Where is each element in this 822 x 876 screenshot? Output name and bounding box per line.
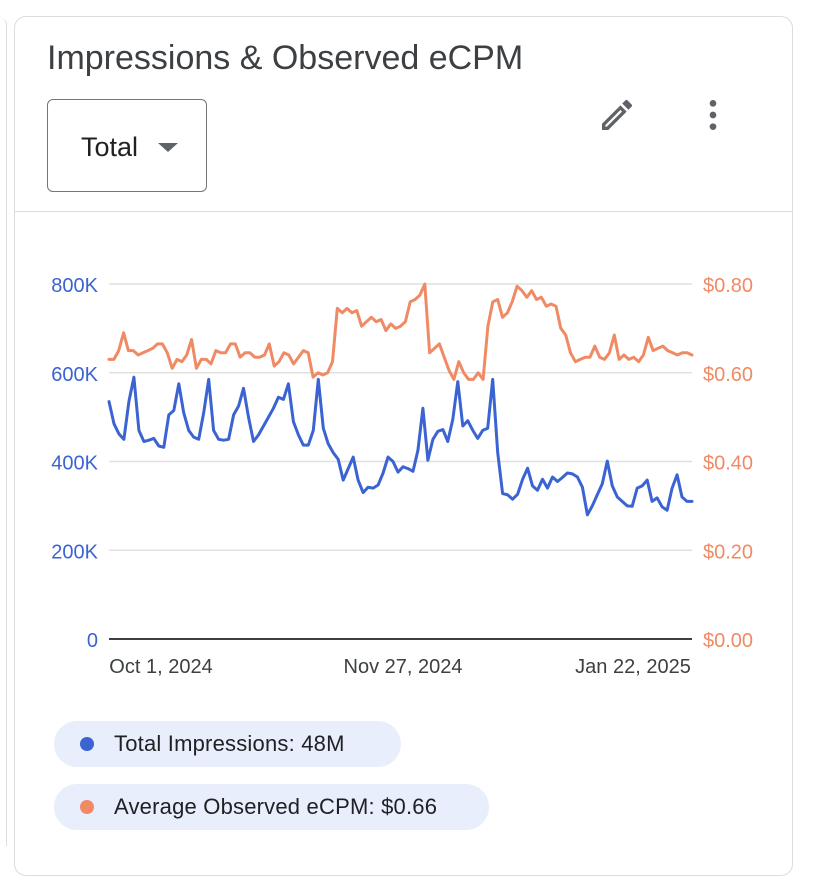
legend-label-impressions: Total Impressions: 48M [114, 731, 345, 756]
y-right-tick-label: $0.60 [703, 364, 753, 386]
y-right-tick-label: $0.40 [703, 453, 753, 475]
series-line-ecpm [107, 282, 694, 381]
series-line-impressions [107, 375, 694, 517]
caret-down-icon [158, 143, 178, 152]
y-right-tick-label: $0.00 [703, 630, 753, 652]
more-options-button[interactable] [689, 91, 737, 139]
card-title: Impressions & Observed eCPM [47, 39, 524, 77]
legend-chip-ecpm[interactable]: Average Observed eCPM: $0.66 [54, 784, 489, 830]
edit-button[interactable] [593, 91, 641, 139]
more-vert-icon [709, 100, 717, 130]
legend-chip-impressions[interactable]: Total Impressions: 48M [54, 721, 401, 767]
total-dropdown[interactable]: Total [47, 99, 207, 192]
x-tick-label: Jan 22, 2025 [575, 656, 691, 678]
y-left-tick-label: 800K [51, 275, 98, 297]
y-right-tick-label: $0.80 [703, 275, 753, 297]
adjacent-card-edge [0, 18, 7, 846]
legend-dot-ecpm [80, 800, 94, 814]
y-left-tick-label: 0 [87, 630, 98, 652]
y-left-tick-label: 600K [51, 364, 98, 386]
y-left-tick-label: 400K [51, 453, 98, 475]
dropdown-value: Total [81, 132, 139, 162]
x-tick-label: Oct 1, 2024 [109, 656, 212, 678]
x-tick-label: Nov 27, 2024 [344, 656, 463, 678]
y-right-tick-label: $0.20 [703, 541, 753, 563]
line-chart: 0 200K 400K 600K 800K $0.00 $0.20 $0.40 $0.60 $0.… [51, 275, 753, 678]
header-divider [15, 211, 792, 212]
legend-dot-impressions [80, 737, 94, 751]
y-left-tick-label: 200K [51, 541, 98, 563]
pencil-icon [602, 99, 633, 130]
legend-label-ecpm: Average Observed eCPM: $0.66 [114, 794, 438, 819]
